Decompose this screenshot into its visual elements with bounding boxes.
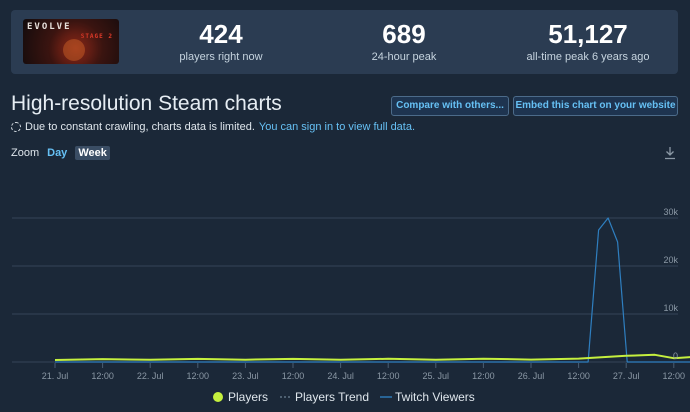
y-tick-label: 20k <box>663 255 678 265</box>
all-time-peak-value: 51,127 <box>548 19 628 49</box>
y-tick-label: 0 <box>673 351 678 361</box>
x-tick-label: 12:00 <box>187 371 210 381</box>
game-logo-subtitle: STAGE 2 <box>80 33 113 40</box>
players-now-label: players right now <box>179 51 263 63</box>
notice-text: Due to constant crawling, charts data is… <box>25 121 255 133</box>
series-line-players[interactable] <box>54 353 690 361</box>
game-logo-artwork <box>63 39 85 61</box>
sign-in-link[interactable]: You can sign in to view full data. <box>258 121 416 133</box>
legend-item-players-trend[interactable]: Players Trend <box>280 390 369 404</box>
zoom-week-button[interactable]: Week <box>75 146 110 160</box>
x-tick-label: 12:00 <box>472 371 495 381</box>
series-line-twitch-viewers[interactable] <box>55 217 690 363</box>
loading-spinner-icon <box>11 122 21 132</box>
legend-label: Players <box>228 390 268 404</box>
legend-item-players[interactable]: Players <box>213 390 268 404</box>
x-tick-label: 23. Jul <box>232 371 259 381</box>
x-tick-label: 24. Jul <box>327 371 354 381</box>
players-now-value: 424 <box>199 19 243 49</box>
x-tick-label: 12:00 <box>567 371 590 381</box>
game-logo[interactable]: EVOLVE STAGE 2 <box>23 19 119 64</box>
x-tick-label: 21. Jul <box>42 371 69 381</box>
compare-button[interactable]: Compare with others... <box>391 96 509 116</box>
legend-item-twitch-viewers[interactable]: Twitch Viewers <box>380 390 475 404</box>
zoom-controls: Zoom Day Week <box>11 145 110 161</box>
chart-y-axis: 0 10k 20k 30k <box>663 207 678 361</box>
x-tick-label: 12:00 <box>663 371 686 381</box>
y-tick-label: 10k <box>663 303 678 313</box>
x-tick-label: 12:00 <box>91 371 114 381</box>
chart-svg: 21. Jul 12:00 22. Jul 12:00 23. Jul 12:00 24. … <box>12 207 690 404</box>
data-limited-notice: Due to constant crawling, charts data is… <box>11 121 415 133</box>
all-time-peak-label: all-time peak 6 years ago <box>526 51 650 63</box>
stat-24h-peak: 689 24-hour peak <box>349 18 459 64</box>
legend-label: Twitch Viewers <box>395 390 475 404</box>
x-tick-label: 12:00 <box>282 371 305 381</box>
download-icon[interactable] <box>663 146 677 160</box>
y-tick-label: 30k <box>663 207 678 217</box>
stat-players-now: 424 players right now <box>166 18 276 64</box>
chart-x-axis: 21. Jul 12:00 22. Jul 12:00 23. Jul 12:00 24. … <box>42 363 685 381</box>
x-tick-label: 27. Jul <box>613 371 640 381</box>
x-tick-label: 26. Jul <box>518 371 545 381</box>
chart-grid <box>12 217 678 363</box>
peak-24h-label: 24-hour peak <box>371 51 437 63</box>
x-tick-label: 25. Jul <box>423 371 450 381</box>
player-chart: 21. Jul 12:00 22. Jul 12:00 23. Jul 12:00 24. … <box>0 170 690 412</box>
zoom-label: Zoom <box>11 147 40 159</box>
chart-series <box>54 217 690 363</box>
x-tick-label: 22. Jul <box>137 371 164 381</box>
zoom-day-button[interactable]: Day <box>47 147 68 159</box>
stats-header: EVOLVE STAGE 2 424 players right now 689… <box>11 10 678 74</box>
page-title: High-resolution Steam charts <box>11 92 282 115</box>
legend-marker <box>213 392 223 402</box>
game-logo-text: EVOLVE <box>27 22 72 32</box>
peak-24h-value: 689 <box>382 19 426 49</box>
x-tick-label: 12:00 <box>377 371 400 381</box>
embed-chart-button[interactable]: Embed this chart on your website <box>513 96 678 116</box>
chart-legend: Players Players Trend Twitch Viewers <box>213 390 475 404</box>
stat-all-time-peak: 51,127 all-time peak 6 years ago <box>508 18 668 64</box>
legend-label: Players Trend <box>295 390 369 404</box>
